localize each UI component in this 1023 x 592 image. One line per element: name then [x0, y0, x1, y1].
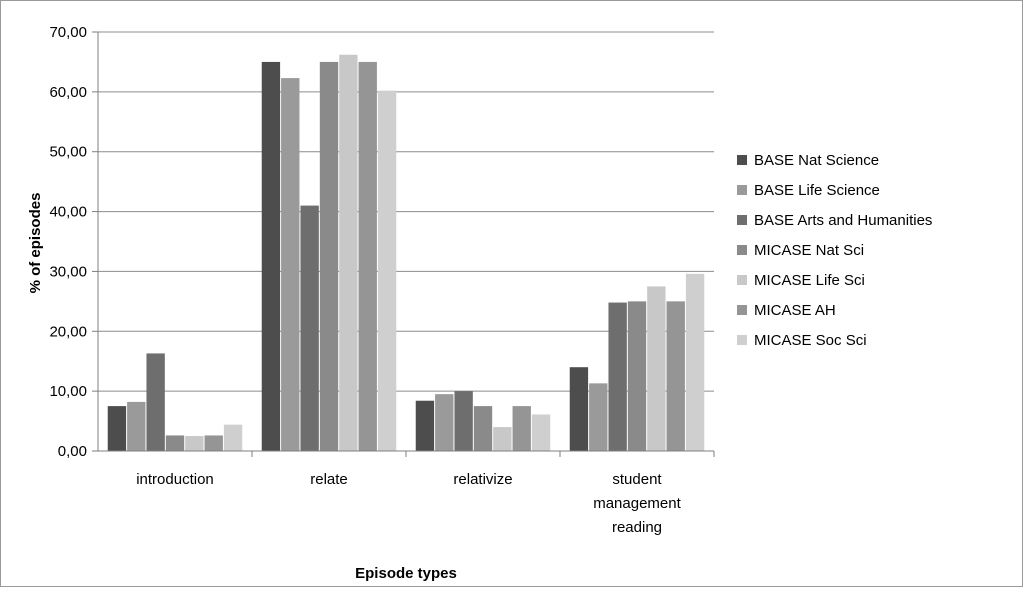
legend-label: MICASE AH: [754, 302, 836, 319]
y-tick-label: 50,00: [49, 144, 87, 161]
bar: [415, 400, 435, 451]
legend-label: MICASE Soc Sci: [754, 332, 867, 349]
x-tick-label: relativize: [453, 471, 512, 488]
axes: [92, 31, 715, 457]
bar: [185, 436, 204, 451]
bar: [454, 391, 473, 451]
legend-label: BASE Arts and Humanities: [754, 212, 932, 229]
bar: [608, 302, 627, 451]
y-tick-label: 10,00: [49, 383, 87, 400]
legend-label: MICASE Life Sci: [754, 272, 865, 289]
y-tick-label: 30,00: [49, 263, 87, 280]
bar: [300, 205, 319, 451]
bar: [358, 61, 377, 452]
bar: [107, 406, 127, 451]
y-tick-label: 70,00: [49, 24, 87, 41]
bar: [589, 383, 608, 451]
x-tick-label: student: [612, 471, 662, 488]
legend: BASE Nat Science BASE Life Science BASE Ar…: [737, 152, 932, 349]
y-tick-label: 20,00: [49, 323, 87, 340]
legend-label: MICASE Nat Sci: [754, 242, 864, 259]
legend-swatch: [737, 245, 747, 255]
bar: [223, 424, 243, 451]
y-axis-title: % of episodes: [27, 193, 44, 294]
legend-label: BASE Nat Science: [754, 152, 879, 169]
y-tick-label: 0,00: [58, 443, 87, 460]
bar: [127, 401, 146, 451]
bar: [377, 90, 397, 451]
x-tick-label: introduction: [136, 471, 214, 488]
legend-swatch: [737, 275, 747, 285]
bar: [531, 414, 551, 451]
y-tick-label: 60,00: [49, 84, 87, 101]
bar: [493, 427, 512, 451]
bar: [204, 435, 223, 451]
x-tick-label: reading: [612, 519, 662, 536]
x-tick-label: relate: [310, 471, 348, 488]
bars: [107, 54, 705, 452]
legend-swatch: [737, 335, 747, 345]
bar: [473, 406, 493, 451]
bar: [339, 54, 358, 451]
tick-labels: 0,00 10,00 20,00 30,00 40,00 50,00 60,00 70,00 i…: [49, 24, 681, 536]
bar: [685, 273, 705, 451]
bar: [666, 301, 685, 451]
y-tick-label: 40,00: [49, 204, 87, 221]
gridlines: [98, 31, 714, 392]
bar: [146, 353, 165, 451]
legend-swatch: [737, 155, 747, 165]
x-tick-label: management: [593, 495, 681, 512]
bar: [165, 435, 185, 451]
legend-swatch: [737, 185, 747, 195]
legend-label: BASE Life Science: [754, 182, 880, 199]
x-axis-title: Episode types: [355, 565, 457, 582]
bar: [435, 394, 454, 451]
bar: [569, 367, 589, 451]
bar: [627, 301, 647, 451]
bar: [647, 286, 666, 451]
bar: [281, 78, 300, 451]
bar: [261, 61, 281, 452]
bar: [512, 406, 531, 451]
legend-swatch: [737, 215, 747, 225]
legend-swatch: [737, 305, 747, 315]
bar: [319, 61, 339, 452]
